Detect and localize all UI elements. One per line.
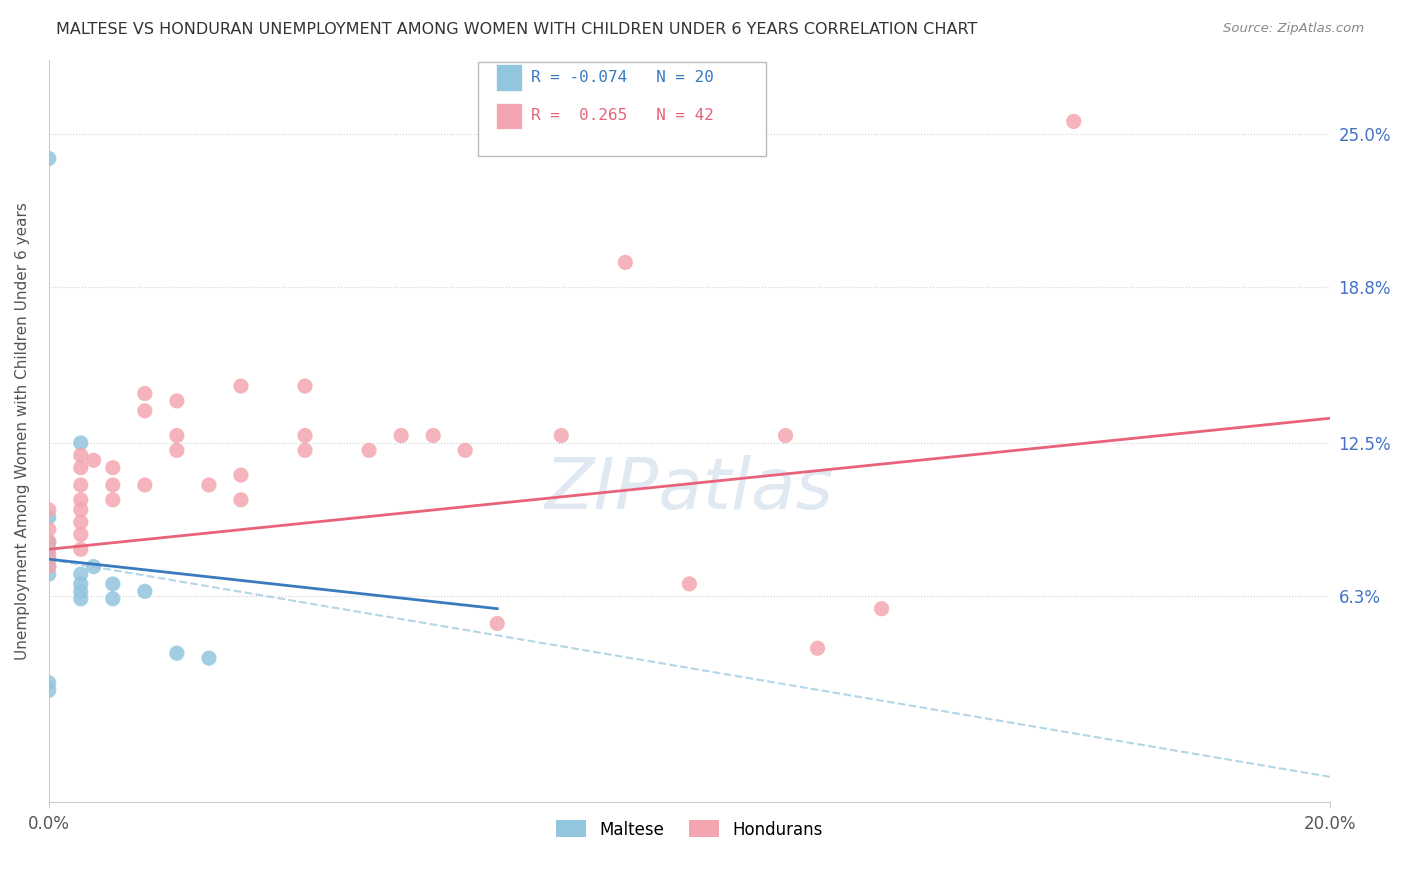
Point <box>101 591 124 606</box>
Point <box>614 255 637 269</box>
Point <box>38 547 60 561</box>
Point <box>38 534 60 549</box>
Point <box>1063 114 1085 128</box>
Point <box>198 651 221 665</box>
Point <box>166 428 188 442</box>
Text: R =  0.265   N = 42: R = 0.265 N = 42 <box>531 109 714 123</box>
Point <box>38 534 60 549</box>
Point <box>101 478 124 492</box>
Point <box>69 527 91 541</box>
Point <box>38 510 60 524</box>
Point <box>166 443 188 458</box>
Point <box>870 601 893 615</box>
Point <box>38 559 60 574</box>
Point <box>229 492 252 507</box>
Point <box>550 428 572 442</box>
Point <box>166 393 188 408</box>
Point <box>69 584 91 599</box>
Point <box>38 152 60 166</box>
Point <box>454 443 477 458</box>
Point <box>134 584 156 599</box>
Point <box>294 428 316 442</box>
Point <box>38 676 60 690</box>
Point <box>69 478 91 492</box>
Point <box>422 428 444 442</box>
Point <box>101 577 124 591</box>
Point <box>775 428 797 442</box>
Text: R = -0.074   N = 20: R = -0.074 N = 20 <box>531 70 714 85</box>
Point <box>229 468 252 483</box>
Point <box>83 453 105 467</box>
Y-axis label: Unemployment Among Women with Children Under 6 years: Unemployment Among Women with Children U… <box>15 202 30 659</box>
Point <box>389 428 412 442</box>
Point <box>101 460 124 475</box>
Point <box>134 404 156 418</box>
Text: MALTESE VS HONDURAN UNEMPLOYMENT AMONG WOMEN WITH CHILDREN UNDER 6 YEARS CORRELA: MALTESE VS HONDURAN UNEMPLOYMENT AMONG W… <box>56 22 977 37</box>
Point <box>38 502 60 516</box>
Text: ZIPatlas: ZIPatlas <box>546 456 834 524</box>
Point <box>69 460 91 475</box>
Point <box>69 577 91 591</box>
Point <box>229 379 252 393</box>
Point <box>134 386 156 401</box>
Point <box>38 552 60 566</box>
Point <box>294 443 316 458</box>
Point <box>69 492 91 507</box>
Point <box>38 683 60 698</box>
Point <box>69 515 91 529</box>
Point <box>69 436 91 450</box>
Point <box>486 616 509 631</box>
Point <box>38 567 60 582</box>
Point <box>38 542 60 557</box>
Point <box>38 523 60 537</box>
Point <box>69 567 91 582</box>
Point <box>134 478 156 492</box>
Point <box>69 502 91 516</box>
Point <box>69 542 91 557</box>
Point <box>294 379 316 393</box>
Point <box>166 646 188 660</box>
Legend: Maltese, Hondurans: Maltese, Hondurans <box>550 814 830 846</box>
Point <box>678 577 700 591</box>
Point <box>357 443 380 458</box>
Text: Source: ZipAtlas.com: Source: ZipAtlas.com <box>1223 22 1364 36</box>
Point <box>38 559 60 574</box>
Point <box>69 448 91 462</box>
Point <box>806 641 828 656</box>
Point <box>198 478 221 492</box>
Point <box>101 492 124 507</box>
Point <box>83 559 105 574</box>
Point <box>69 591 91 606</box>
